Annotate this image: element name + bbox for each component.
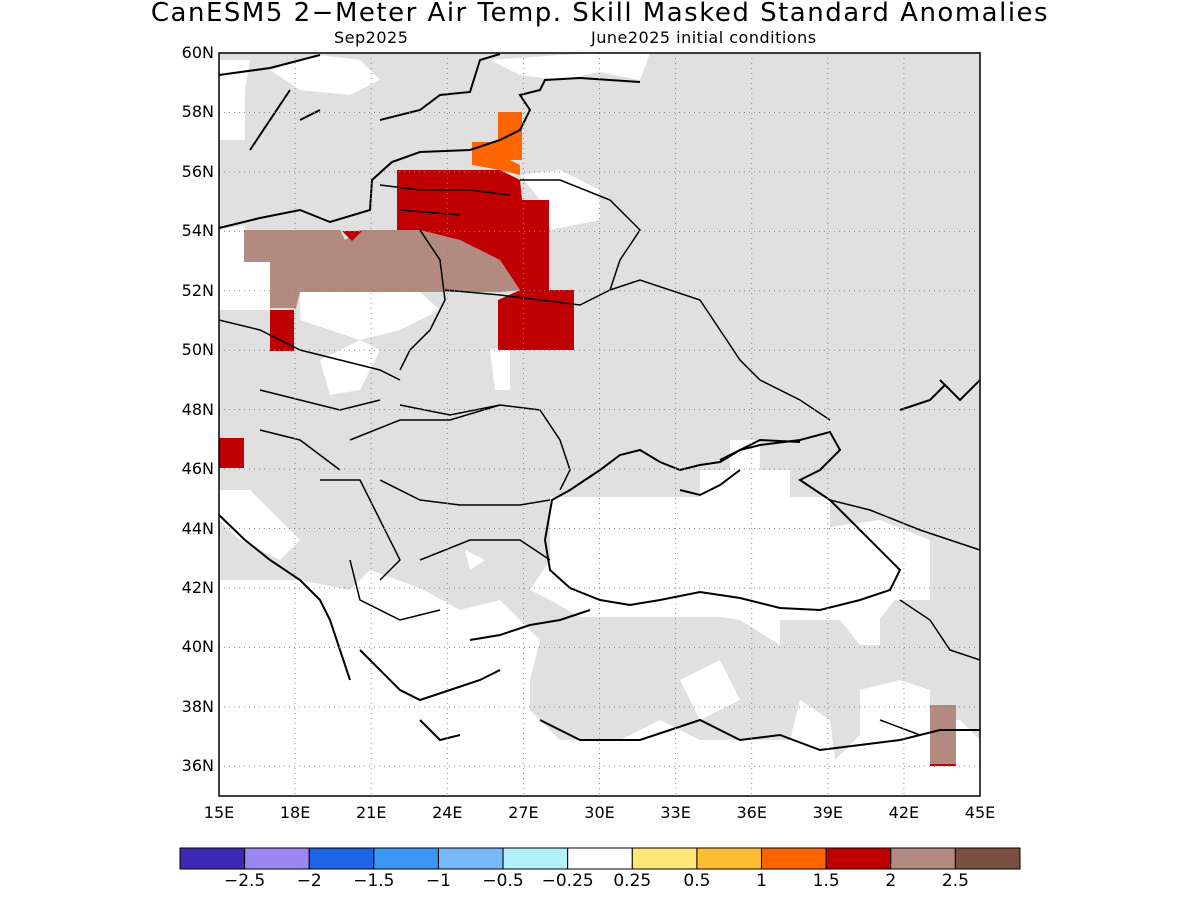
colorbar-swatch [954, 847, 1021, 870]
white-areas [219, 53, 980, 796]
anomaly-regions [219, 112, 956, 766]
border-caucasus [829, 499, 981, 551]
white-area-gulf [520, 170, 600, 230]
anomaly-poland-nw [342, 231, 362, 241]
border-belarus-ukraine [444, 289, 611, 306]
lon-label: 45E [964, 803, 996, 822]
colorbar-tick-label: 1 [756, 871, 767, 891]
colorbar-swatch [179, 847, 246, 870]
coastline-adriatic [218, 514, 351, 681]
map-title: CanESM5 2−Meter Air Temp. Skill Masked S… [150, 0, 1050, 28]
lon-label: 27E [508, 803, 539, 822]
colorbar-swatch [890, 847, 956, 870]
colorbar [179, 847, 1021, 870]
coastline-turkey-south [539, 718, 980, 752]
lon-label: 21E [355, 803, 387, 822]
forecast-month: Sep2025 [334, 28, 409, 47]
lon-label: 18E [279, 803, 311, 822]
anomaly-poland [244, 230, 520, 308]
anomaly-latvia [472, 112, 522, 160]
lat-label: 42N [181, 577, 214, 597]
anomaly-se-turkey [930, 705, 956, 765]
white-area-aegean [219, 570, 980, 796]
lon-label: 15E [203, 803, 235, 822]
white-area-carpathian [320, 340, 380, 395]
lon-label: 24E [432, 803, 463, 822]
colorbar-tick-label: −2.5 [223, 871, 266, 891]
lat-label: 48N [181, 399, 214, 419]
white-area-black-sea [530, 440, 930, 645]
white-area-ukraine-strip [490, 345, 510, 390]
lon-label: 36E [736, 803, 767, 822]
border-poland-east [399, 229, 446, 371]
coastline-baltic [218, 53, 641, 229]
colorbar-swatch [696, 847, 763, 870]
coastline-black-sea [543, 430, 902, 612]
lat-label: 58N [181, 102, 214, 122]
colorbar-tick-label: 1.5 [812, 871, 840, 891]
initial-conditions: June2025 initial conditions [591, 28, 817, 47]
lat-label: 54N [181, 221, 214, 241]
border-balkans [320, 479, 551, 621]
colorbar-tick-label: −2 [296, 871, 322, 891]
coastline-azov [679, 438, 801, 497]
colorbar-tick-label: 2.5 [941, 871, 969, 891]
border-baltic-states [379, 184, 511, 216]
lon-label: 33E [660, 803, 691, 822]
colorbar-tick-label: −0.5 [482, 871, 524, 891]
white-area-poland-south [300, 292, 440, 340]
lat-label: 60N [181, 43, 214, 62]
map-frame [218, 52, 981, 797]
border-ukraine-russia [609, 279, 831, 421]
lat-label: 56N [181, 161, 214, 181]
white-area-hungary-dot [465, 550, 485, 570]
colorbar-swatch [437, 847, 504, 870]
anomaly-austria [219, 438, 244, 468]
anomaly-czech [270, 310, 294, 351]
colorbar-tick-label: 0.5 [683, 871, 711, 891]
border-turkey-east [879, 599, 981, 736]
colorbar-swatch [567, 847, 633, 870]
lon-label: 42E [888, 803, 920, 822]
colorbar-tick-label: 2 [885, 871, 897, 891]
colorbar-swatch [373, 847, 439, 870]
border-romania [349, 404, 551, 506]
lat-label: 36N [181, 756, 214, 776]
colorbar-swatch [825, 847, 892, 870]
coastline-caspian [899, 379, 981, 411]
anomaly-latvia-outer [472, 150, 520, 175]
border-belarus-russia [520, 179, 641, 291]
lat-label: 50N [181, 340, 214, 360]
border-central-europe [218, 319, 401, 471]
lat-label: 38N [181, 696, 214, 716]
white-area-adriatic [219, 490, 300, 560]
white-area-west-edge2 [219, 60, 250, 140]
lat-label: 44N [181, 518, 214, 538]
lat-label: 52N [181, 280, 214, 300]
colorbar-tick-label: 0.25 [613, 871, 652, 891]
colorbar-swatch [631, 847, 698, 870]
lon-label: 30E [584, 803, 615, 822]
lat-label: 46N [181, 459, 214, 479]
white-area-baltic [490, 53, 650, 80]
lat-label: 40N [181, 637, 214, 657]
white-area-west-edge [219, 225, 270, 310]
coastline-aegean [359, 609, 591, 742]
colorbar-tick-label: −1.5 [353, 871, 395, 891]
colorbar-swatch [308, 847, 375, 870]
white-area-north [270, 55, 380, 95]
colorbar-swatch [502, 847, 569, 870]
coastline-scandinavia [218, 54, 321, 151]
colorbar-tick-label: −0.25 [541, 871, 594, 891]
lon-label: 39E [812, 803, 844, 822]
colorbar-swatch [761, 847, 827, 870]
white-area-anatolia-patch [680, 660, 740, 720]
coastlines [218, 53, 981, 752]
colorbar-swatch [244, 847, 310, 870]
anomaly-belarus [397, 170, 574, 350]
colorbar-tick-label: −1 [425, 871, 451, 891]
